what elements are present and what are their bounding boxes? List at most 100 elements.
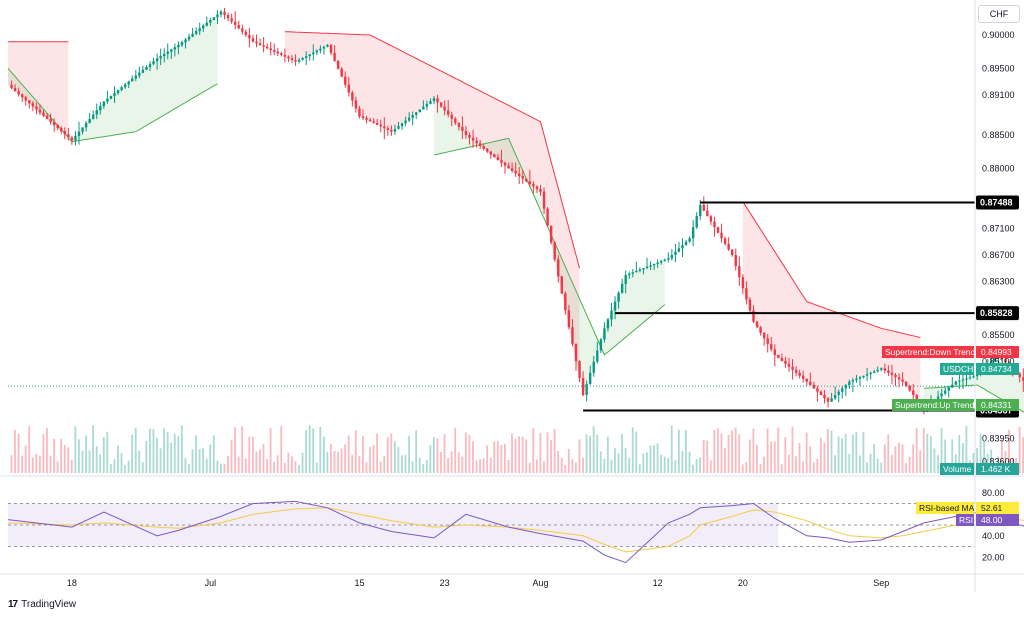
candle-body: [915, 395, 918, 400]
volume-bar: [624, 448, 627, 473]
volume-bar: [333, 450, 336, 473]
candle-body: [216, 14, 219, 18]
candle-body: [876, 369, 879, 372]
candle-body: [755, 321, 759, 328]
candle-body: [823, 395, 826, 399]
volume-bar: [422, 464, 425, 473]
price-tick-label: 0.86700: [982, 250, 1015, 260]
price-tick-label: 0.87100: [982, 223, 1015, 233]
candle-body: [1018, 373, 1021, 378]
volume-bar: [656, 443, 659, 473]
candle-body: [951, 384, 954, 388]
candle-body: [180, 42, 184, 45]
volume-bar: [898, 442, 900, 473]
candle-body: [312, 52, 315, 55]
candle-body: [1022, 377, 1024, 381]
last-price-value: 0.84734: [981, 364, 1012, 374]
volume-bar: [635, 431, 638, 473]
candle-body: [613, 301, 617, 311]
candle-body: [652, 263, 656, 266]
candle-body: [731, 249, 734, 255]
volume-bar: [873, 444, 875, 473]
candle-body: [194, 31, 198, 34]
candle-body: [887, 370, 890, 373]
candle-body: [897, 377, 901, 380]
volume-bar: [53, 438, 55, 473]
volume-bar: [908, 456, 911, 473]
volume-bar: [411, 461, 414, 473]
candle-body: [354, 100, 358, 109]
volume-bar: [145, 440, 148, 473]
volume-bar: [337, 451, 339, 473]
candle-body: [471, 137, 475, 141]
volume-bar: [589, 435, 591, 473]
candle-body: [975, 375, 979, 377]
volume-value: 1.462 K: [981, 464, 1011, 474]
volume-bar: [567, 448, 570, 473]
volume-bar: [255, 451, 258, 473]
candle-body: [464, 130, 468, 135]
candle-body: [656, 262, 659, 264]
volume-bar: [780, 464, 783, 473]
candle-body: [219, 11, 223, 15]
candle-body: [56, 124, 59, 129]
candle-body: [688, 238, 691, 242]
candle-body: [819, 391, 823, 395]
volume-bar: [109, 464, 112, 473]
volume-bar: [95, 446, 98, 473]
volume-bar: [429, 445, 432, 473]
supertrend-down-fill: [8, 41, 69, 138]
volume-bar: [926, 434, 929, 473]
volume-bar: [1008, 429, 1010, 473]
volume-bar: [933, 448, 936, 473]
candle-body: [241, 28, 244, 32]
currency-selector[interactable]: CHF: [978, 5, 1020, 23]
volume-bar: [489, 457, 492, 473]
last-price-label-bg: [940, 363, 974, 375]
candle-body: [347, 84, 350, 93]
supertrend-up-line: [433, 137, 666, 356]
volume-bar: [649, 445, 652, 473]
price-tick-label: 0.83600: [982, 457, 1015, 467]
volume-bar: [262, 443, 265, 473]
volume-bar: [670, 425, 673, 473]
volume-bar: [220, 463, 222, 473]
volume-bar: [823, 442, 826, 473]
volume-bar: [124, 464, 126, 473]
candle-body: [844, 385, 847, 389]
candle-body: [191, 33, 194, 37]
supertrend-up-label: Supertrend:Up Trend: [895, 400, 975, 410]
volume-bar: [372, 445, 375, 473]
volume-bar: [983, 441, 986, 473]
candle-body: [95, 110, 98, 115]
volume-bar: [479, 459, 481, 473]
candle-body: [777, 355, 780, 358]
candle-body: [581, 378, 585, 395]
volume-bar: [81, 450, 84, 473]
volume-bar: [681, 451, 684, 473]
candle-body: [521, 176, 524, 179]
volume-bar: [702, 439, 705, 473]
volume-bar: [330, 443, 332, 473]
volume-bar: [99, 454, 102, 473]
candle-body: [365, 118, 368, 120]
volume-bar: [283, 462, 286, 473]
candle-body: [443, 106, 446, 111]
candle-body: [567, 310, 571, 328]
volume-bar: [695, 459, 698, 473]
candle-body: [390, 129, 393, 132]
candle-body: [432, 98, 436, 102]
candle-body: [713, 221, 716, 228]
candle-body: [450, 114, 453, 119]
volume-bar: [738, 434, 741, 473]
volume-bar: [763, 456, 765, 473]
supertrend-up-fill: [434, 98, 665, 396]
candle-body: [848, 381, 851, 385]
candle-body: [961, 379, 965, 381]
volume-bar: [752, 428, 755, 473]
supertrend-down-label: Supertrend:Down Trend: [885, 347, 976, 357]
candle-body: [699, 205, 702, 217]
volume-bar: [819, 437, 822, 473]
candle-body: [507, 165, 510, 169]
